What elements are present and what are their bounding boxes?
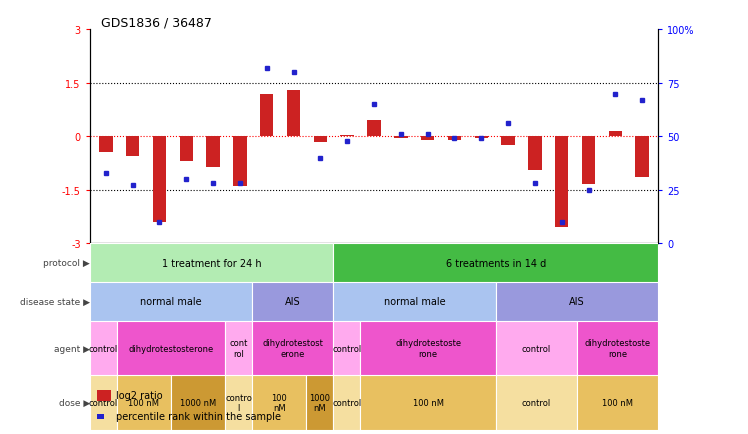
Text: agent ▶: agent ▶ [54,344,90,353]
Bar [474,137,488,139]
Bar [153,137,166,222]
Bar [582,137,595,185]
Text: dihydrotestoste
rone: dihydrotestoste rone [395,339,462,358]
Text: control: control [332,398,361,407]
Text: control: control [522,398,551,407]
Bar [636,137,649,178]
Text: control: control [522,344,551,353]
Bar [307,375,334,430]
Bar [577,321,658,375]
Bar [555,137,568,227]
Text: dihydrotestoste
rone: dihydrotestoste rone [585,339,651,358]
Bar [394,137,408,139]
Bar [126,137,139,157]
Bar [90,283,252,321]
Text: log2 ratio: log2 ratio [116,390,162,400]
Bar [496,283,658,321]
Bar [225,321,252,375]
Bar [90,321,117,375]
Bar [448,137,462,141]
Bar [340,135,354,137]
Text: 6 treatments in 14 d: 6 treatments in 14 d [446,258,546,268]
Bar [313,137,327,142]
Text: protocol ▶: protocol ▶ [43,259,90,267]
Bar [180,137,193,162]
Bar [171,375,225,430]
Bar [609,132,622,137]
Text: 100 nM: 100 nM [129,398,159,407]
Bar [252,283,334,321]
Bar [528,137,542,171]
Bar [334,321,361,375]
Text: contro
l: contro l [225,393,252,412]
Bar [286,91,300,137]
Text: normal male: normal male [140,297,202,307]
Text: 100 nM: 100 nM [602,398,633,407]
Text: GDS1836 / 36487: GDS1836 / 36487 [101,16,212,29]
Bar [496,321,577,375]
Bar [367,121,381,137]
Bar [99,137,112,153]
Text: AIS: AIS [285,297,301,307]
Text: 100 nM: 100 nM [413,398,444,407]
Bar [577,375,658,430]
Text: dose ▶: dose ▶ [58,398,90,407]
Text: 1000 nM: 1000 nM [180,398,216,407]
Bar [334,375,361,430]
Bar [421,137,435,141]
Bar [206,137,220,167]
Bar [117,375,171,430]
Bar [361,321,496,375]
Text: 100
nM: 100 nM [272,393,287,412]
Bar [225,375,252,430]
Text: normal male: normal male [384,297,445,307]
Bar [90,243,334,283]
Bar [501,137,515,146]
Bar [334,283,496,321]
Text: disease state ▶: disease state ▶ [19,297,90,306]
Text: dihydrotestosterone: dihydrotestosterone [129,344,214,353]
Bar [334,243,658,283]
Text: 1 treatment for 24 h: 1 treatment for 24 h [162,258,261,268]
Text: AIS: AIS [569,297,585,307]
Bar [496,375,577,430]
Bar [252,375,307,430]
Text: control: control [89,344,118,353]
Bar [252,321,334,375]
Text: percentile rank within the sample: percentile rank within the sample [116,411,281,421]
Bar [90,375,117,430]
Text: control: control [332,344,361,353]
Text: 1000
nM: 1000 nM [310,393,331,412]
Text: control: control [89,398,118,407]
Bar [117,321,225,375]
Bar [361,375,496,430]
Bar [233,137,247,187]
Text: dihydrotestost
erone: dihydrotestost erone [263,339,323,358]
Text: cont
rol: cont rol [230,339,248,358]
Bar [260,94,274,137]
